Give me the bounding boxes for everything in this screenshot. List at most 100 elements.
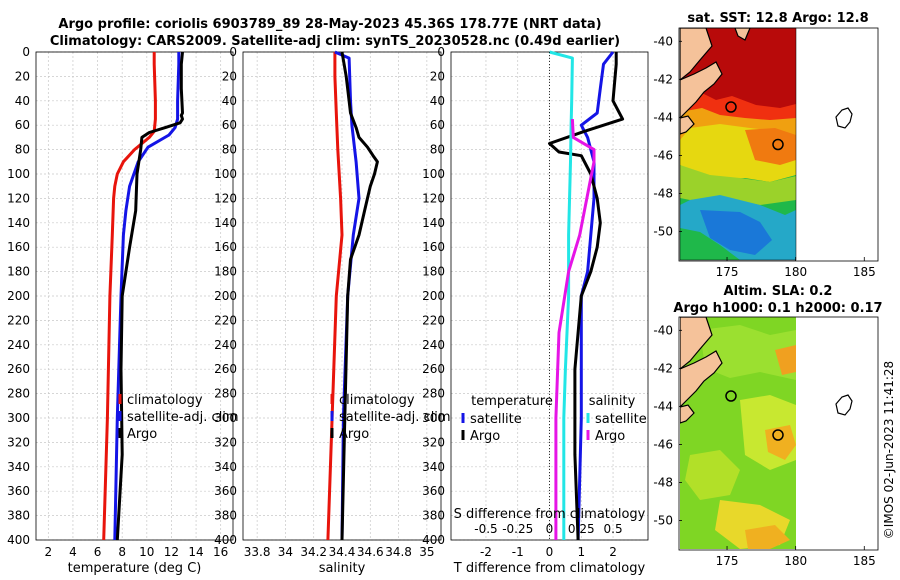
y-tick-label: 360 [7,484,30,498]
y-tick-label: 180 [214,265,237,279]
top-x-tick-label: -0.25 [502,522,533,536]
y-tick-label: 100 [214,167,237,181]
y-tick-label: 280 [214,387,237,401]
legend-group-title: temperature [471,394,553,409]
y-tick-label: 20 [15,69,30,83]
x-tick-label: 8 [118,545,126,559]
legend-label: satellite-adj. clim [127,410,239,425]
y-tick-label: 160 [214,240,237,254]
y-tick-label: 200 [7,289,30,303]
y-tick-label: 40 [15,94,30,108]
x-tick-label: 35 [419,545,434,559]
y-tick-label: 60 [15,118,30,132]
figure-title-line1: Argo profile: coriolis 6903789_89 28-May… [58,17,601,32]
x-tick-label: 10 [139,545,154,559]
y-tick-label: 320 [214,435,237,449]
difference-panel: 0204060801001201401601802002202402602803… [422,45,649,576]
y-tick-label: 80 [15,143,30,157]
y-tick-label: 300 [214,411,237,425]
series-line-salinity-satellite [549,50,574,540]
y-tick-label: 380 [214,509,237,523]
y-tick-label: 0 [22,45,30,59]
imos-credit: ©IMOS 02-Jun-2023 11:41:28 [882,361,896,539]
series-line-climatology [326,52,344,541]
y-tick-label: 240 [214,338,237,352]
map-y-tick-label: -50 [653,513,673,527]
sla-map-title-line2: Argo h1000: 0.1 h2000: 0.17 [673,301,882,316]
top-x-tick-label: 0.5 [604,522,623,536]
legend-label: Argo [595,429,625,444]
x-axis-label: T difference from climatology [453,561,646,576]
y-tick-label: 20 [430,69,445,83]
map-x-tick-label: 175 [716,554,739,568]
legend-label: Argo [127,427,157,442]
x-tick-label: 1 [577,545,585,559]
sla-map-title-line1: Altim. SLA: 0.2 [724,284,833,299]
legend-group-title: salinity [589,394,636,409]
legend-label: Argo [470,429,500,444]
map-y-tick-label: -42 [653,72,673,86]
y-tick-label: 280 [7,387,30,401]
top-x-tick-label: 0 [546,522,554,536]
y-tick-label: 140 [7,216,30,230]
y-tick-label: 260 [7,362,30,376]
y-tick-label: 120 [422,191,445,205]
map-y-tick-label: -42 [653,361,673,375]
map-x-tick-label: 180 [784,265,807,279]
x-tick-label: 34 [278,545,293,559]
y-tick-label: 400 [422,533,445,547]
map-y-tick-label: -40 [653,323,673,337]
y-tick-label: 140 [422,216,445,230]
y-tick-label: 80 [430,143,445,157]
y-tick-label: 40 [430,94,445,108]
map-y-tick-label: -44 [653,399,673,413]
y-tick-label: 360 [422,484,445,498]
series-line-satellite-adj-clim [113,52,181,541]
temperature-panel: 0204060801001201401601802002202402602803… [7,45,239,576]
y-tick-label: 320 [422,435,445,449]
y-tick-label: 60 [222,118,237,132]
y-tick-label: 100 [422,167,445,181]
y-tick-label: 200 [214,289,237,303]
y-tick-label: 140 [214,216,237,230]
map-y-tick-label: -46 [653,148,673,162]
x-tick-label: 2 [44,545,52,559]
y-tick-label: 160 [7,240,30,254]
y-tick-label: 400 [214,533,237,547]
map-y-tick-label: -48 [653,186,673,200]
x-tick-label: 34.8 [385,545,412,559]
legend-label: satellite [470,412,522,427]
y-tick-label: 60 [430,118,445,132]
y-tick-label: 320 [7,435,30,449]
figure-title-line2: Climatology: CARS2009. Satellite-adj cli… [50,34,620,49]
sla-map-panel: Altim. SLA: 0.2 Argo h1000: 0.1 h2000: 0… [653,284,882,568]
y-tick-label: 100 [7,167,30,181]
legend-label: satellite [595,412,647,427]
y-tick-label: 340 [214,460,237,474]
y-tick-label: 180 [7,265,30,279]
y-tick-label: 220 [7,313,30,327]
x-tick-label: 34.6 [357,545,384,559]
y-tick-label: 80 [222,143,237,157]
x-tick-label: 0 [546,545,554,559]
map-x-tick-label: 185 [853,554,876,568]
y-tick-label: 260 [214,362,237,376]
map-y-tick-label: -46 [653,437,673,451]
y-tick-label: 260 [422,362,445,376]
y-tick-label: 280 [422,387,445,401]
y-tick-label: 0 [437,45,445,59]
sst-map-image [680,28,796,260]
x-tick-label: 34.4 [329,545,356,559]
y-tick-label: 340 [7,460,30,474]
legend-label: Argo [339,427,369,442]
plot-frame [35,51,234,541]
legend-label: climatology [127,393,203,408]
y-tick-label: 220 [214,313,237,327]
map-x-tick-label: 175 [716,265,739,279]
top-x-axis-label: S difference from climatology [454,507,646,522]
series-line-argo [340,51,379,541]
y-tick-label: 340 [422,460,445,474]
y-tick-label: 120 [7,191,30,205]
top-x-tick-label: 0.25 [568,522,595,536]
